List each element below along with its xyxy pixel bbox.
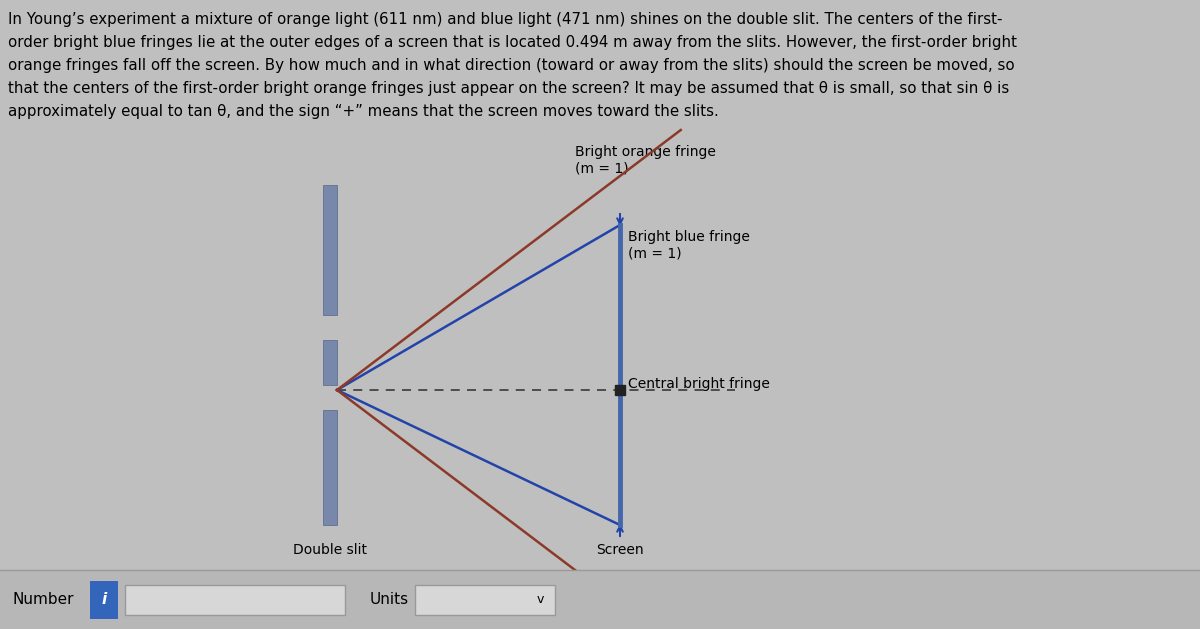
Bar bbox=[323, 340, 337, 385]
Text: Bright blue fringe
(m = 1): Bright blue fringe (m = 1) bbox=[628, 230, 750, 260]
Bar bbox=[323, 410, 337, 525]
Bar bbox=[415, 584, 554, 615]
Text: v: v bbox=[536, 593, 544, 606]
Text: In Young’s experiment a mixture of orange light (611 nm) and blue light (471 nm): In Young’s experiment a mixture of orang… bbox=[8, 12, 1002, 27]
Text: Screen: Screen bbox=[596, 543, 644, 557]
Bar bbox=[90, 581, 118, 618]
Bar bbox=[125, 584, 346, 615]
Text: Central bright fringe: Central bright fringe bbox=[628, 377, 770, 391]
Text: order bright blue fringes lie at the outer edges of a screen that is located 0.4: order bright blue fringes lie at the out… bbox=[8, 35, 1018, 50]
Text: Number: Number bbox=[12, 592, 73, 607]
Text: approximately equal to tan θ, and the sign “+” means that the screen moves towar: approximately equal to tan θ, and the si… bbox=[8, 104, 719, 119]
Text: Units: Units bbox=[370, 592, 409, 607]
Text: orange fringes fall off the screen. By how much and in what direction (toward or: orange fringes fall off the screen. By h… bbox=[8, 58, 1015, 73]
Text: that the centers of the first-order bright orange fringes just appear on the scr: that the centers of the first-order brig… bbox=[8, 81, 1009, 96]
Bar bbox=[323, 185, 337, 315]
Bar bbox=[0, 570, 1200, 629]
Text: Double slit: Double slit bbox=[293, 543, 367, 557]
Text: Bright orange fringe
(m = 1): Bright orange fringe (m = 1) bbox=[575, 145, 716, 175]
Text: i: i bbox=[101, 592, 107, 607]
